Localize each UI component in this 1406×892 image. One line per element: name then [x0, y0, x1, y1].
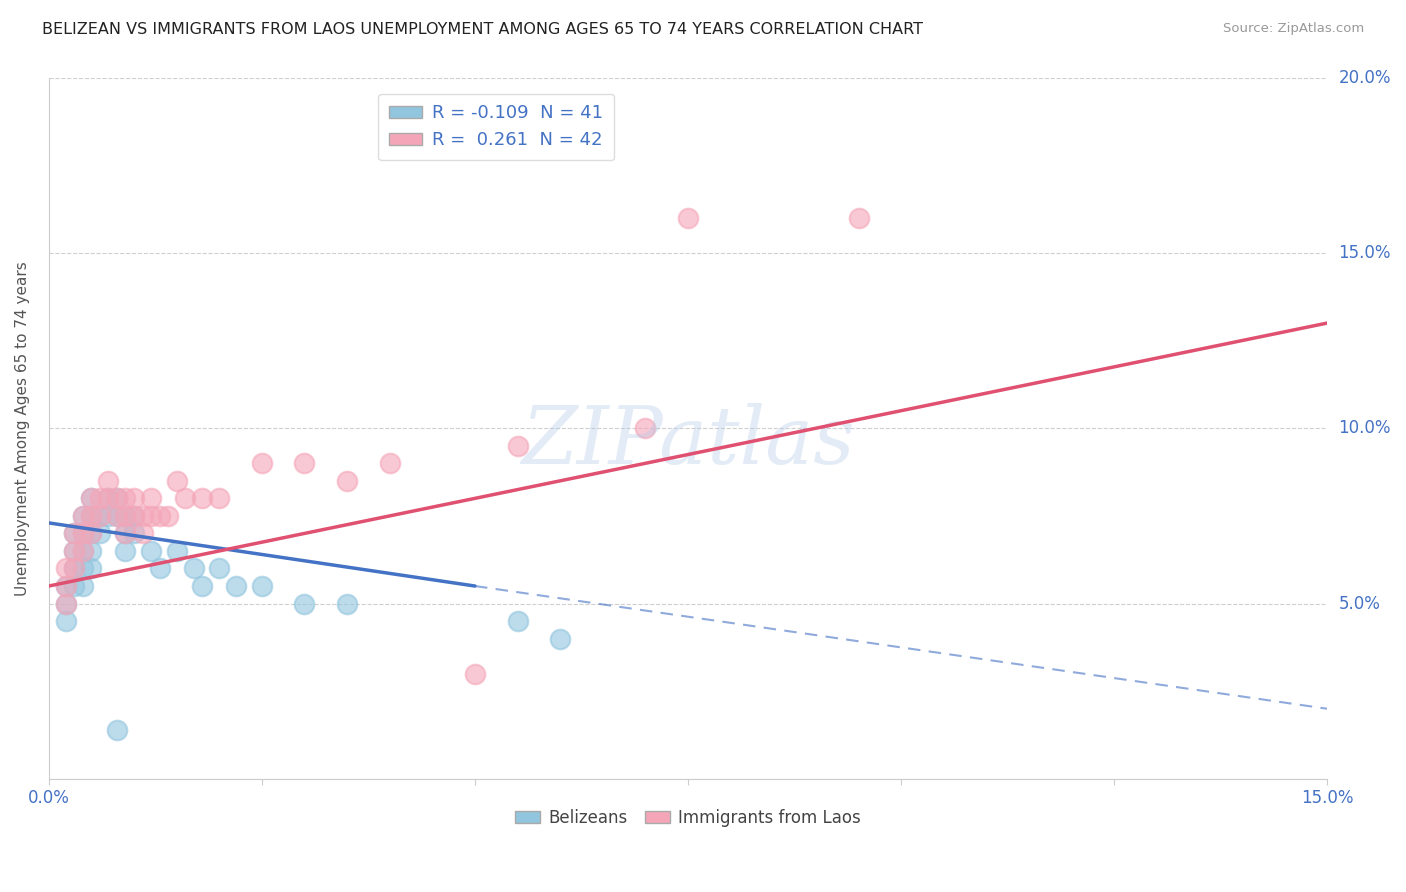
- Point: [464, 666, 486, 681]
- Point: [80, 526, 103, 541]
- Point: [63, 561, 86, 575]
- Point: [294, 456, 316, 470]
- Point: [80, 508, 103, 523]
- Point: [191, 491, 214, 506]
- Point: [548, 632, 571, 646]
- Y-axis label: Unemployment Among Ages 65 to 74 years: Unemployment Among Ages 65 to 74 years: [15, 260, 30, 596]
- Point: [122, 508, 145, 523]
- Point: [55, 579, 77, 593]
- Point: [97, 474, 120, 488]
- Point: [506, 614, 529, 628]
- Point: [148, 508, 170, 523]
- Point: [72, 544, 94, 558]
- Point: [72, 561, 94, 575]
- Text: ZIPatlas: ZIPatlas: [522, 403, 855, 481]
- Point: [89, 508, 111, 523]
- Point: [72, 526, 94, 541]
- Text: 5.0%: 5.0%: [1339, 595, 1381, 613]
- Point: [63, 544, 86, 558]
- Point: [55, 597, 77, 611]
- Legend: Belizeans, Immigrants from Laos: Belizeans, Immigrants from Laos: [509, 803, 868, 834]
- Point: [191, 579, 214, 593]
- Point: [97, 491, 120, 506]
- Text: BELIZEAN VS IMMIGRANTS FROM LAOS UNEMPLOYMENT AMONG AGES 65 TO 74 YEARS CORRELAT: BELIZEAN VS IMMIGRANTS FROM LAOS UNEMPLO…: [42, 22, 924, 37]
- Point: [63, 526, 86, 541]
- Point: [72, 544, 94, 558]
- Point: [105, 723, 128, 737]
- Point: [105, 508, 128, 523]
- Point: [80, 561, 103, 575]
- Point: [55, 579, 77, 593]
- Point: [208, 491, 231, 506]
- Text: Source: ZipAtlas.com: Source: ZipAtlas.com: [1223, 22, 1364, 36]
- Point: [55, 597, 77, 611]
- Point: [139, 491, 162, 506]
- Point: [97, 508, 120, 523]
- Point: [114, 491, 136, 506]
- Point: [63, 579, 86, 593]
- Point: [378, 456, 401, 470]
- Point: [72, 526, 94, 541]
- Point: [80, 491, 103, 506]
- Point: [105, 508, 128, 523]
- Text: 10.0%: 10.0%: [1339, 419, 1391, 437]
- Point: [148, 561, 170, 575]
- Point: [89, 526, 111, 541]
- Point: [55, 614, 77, 628]
- Point: [80, 491, 103, 506]
- Point: [63, 526, 86, 541]
- Point: [183, 561, 205, 575]
- Point: [80, 544, 103, 558]
- Point: [131, 526, 153, 541]
- Point: [336, 474, 359, 488]
- Point: [139, 544, 162, 558]
- Point: [114, 508, 136, 523]
- Point: [174, 491, 197, 506]
- Point: [55, 561, 77, 575]
- Point: [72, 508, 94, 523]
- Point: [208, 561, 231, 575]
- Point: [166, 544, 188, 558]
- Point: [139, 508, 162, 523]
- Point: [122, 508, 145, 523]
- Point: [250, 456, 273, 470]
- Point: [294, 597, 316, 611]
- Point: [105, 491, 128, 506]
- Point: [131, 508, 153, 523]
- Point: [80, 526, 103, 541]
- Point: [89, 508, 111, 523]
- Point: [63, 561, 86, 575]
- Point: [166, 474, 188, 488]
- Point: [250, 579, 273, 593]
- Point: [634, 421, 657, 435]
- Point: [114, 544, 136, 558]
- Point: [72, 579, 94, 593]
- Point: [225, 579, 247, 593]
- Point: [114, 508, 136, 523]
- Point: [97, 491, 120, 506]
- Point: [63, 544, 86, 558]
- Point: [80, 508, 103, 523]
- Text: 15.0%: 15.0%: [1339, 244, 1391, 262]
- Text: 20.0%: 20.0%: [1339, 69, 1391, 87]
- Point: [114, 526, 136, 541]
- Point: [89, 491, 111, 506]
- Point: [114, 526, 136, 541]
- Point: [157, 508, 180, 523]
- Point: [105, 491, 128, 506]
- Point: [506, 439, 529, 453]
- Point: [72, 508, 94, 523]
- Point: [676, 211, 699, 225]
- Point: [122, 491, 145, 506]
- Point: [122, 526, 145, 541]
- Point: [848, 211, 870, 225]
- Point: [336, 597, 359, 611]
